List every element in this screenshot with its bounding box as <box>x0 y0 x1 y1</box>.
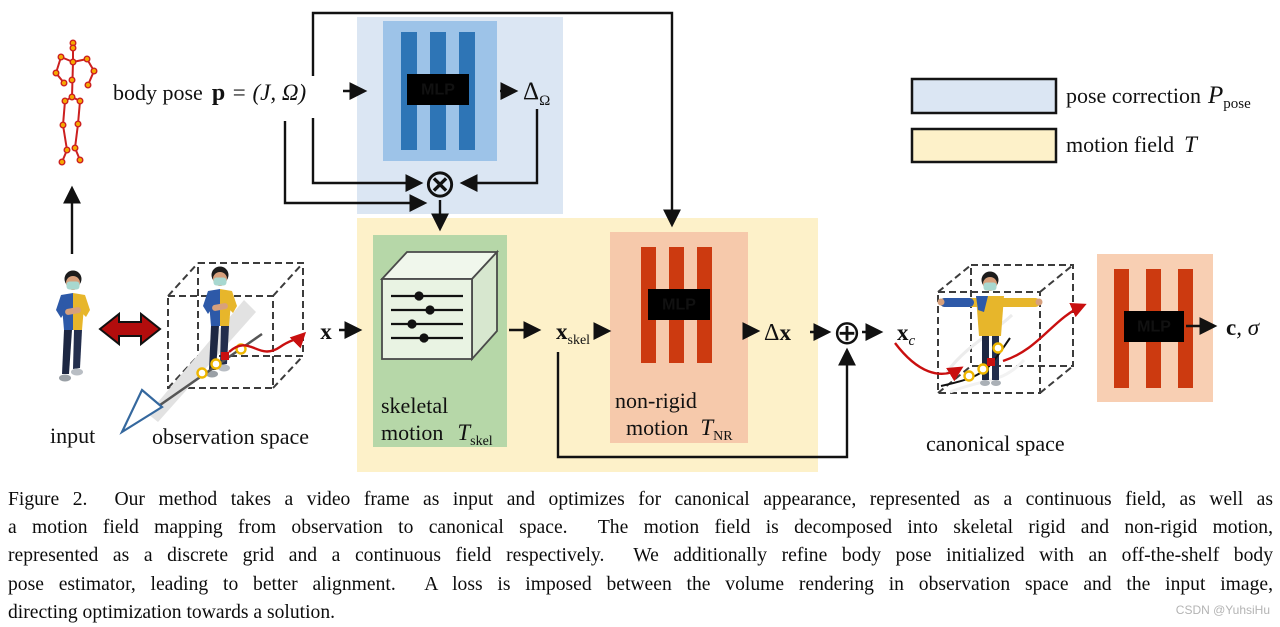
architecture-diagram: MLP MLP MLP pose correction Ppose motion … <box>50 11 1261 472</box>
ghost-curve <box>945 313 1014 373</box>
pose-mlp-block: MLP <box>383 21 497 161</box>
delta-x-label: Δx <box>764 320 791 346</box>
input-person-photo <box>56 270 90 382</box>
observation-space-label: observation space <box>152 424 309 449</box>
nonrigid-motion-label-line1: non-rigid <box>615 388 697 413</box>
canonical-space-cube <box>937 264 1074 394</box>
caption-line: pose estimator, leading to better alignm… <box>8 573 1273 595</box>
mlp-label: MLP <box>421 82 455 99</box>
watermark: CSDN @YuhsiHu <box>1175 603 1270 617</box>
query-point-red <box>221 352 229 360</box>
nonrigid-motion-label-line2: motion TNR <box>626 415 733 444</box>
caption-line: directing optimization towards a solutio… <box>8 601 336 623</box>
x-label: x <box>320 319 332 344</box>
camera-icon <box>119 388 164 435</box>
body-pose-skeleton <box>52 39 98 166</box>
caption-line: Figure 2. Our method takes a video frame… <box>8 489 1273 510</box>
cube-to-mlp-curve <box>1002 302 1087 363</box>
skeletal-grid-icon <box>379 249 500 362</box>
query-point-red <box>987 358 995 366</box>
xskel-skip-arrow <box>556 347 856 459</box>
canonical-space-label: canonical space <box>926 431 1065 456</box>
pose-to-otimes-arrow <box>311 118 424 192</box>
c-sigma-label: c, σ <box>1226 315 1261 340</box>
connector-arrows <box>63 11 1218 459</box>
skeleton-joints <box>52 39 98 166</box>
delta-omega-to-otimes-arrow <box>459 109 539 192</box>
legend-swatch-pose-correction <box>910 77 1058 115</box>
otimes-icon: ⊗ <box>423 161 457 207</box>
legend-motion-field-label: motion field T <box>1066 132 1199 157</box>
canonical-sample-points <box>963 342 1004 382</box>
legend-pose-correction-label: pose correction Ppose <box>1066 82 1251 112</box>
input-observation-double-arrow <box>98 311 162 347</box>
grid-slider-dots <box>407 291 435 343</box>
xc-to-cube-curve <box>894 342 964 382</box>
mlp-bar <box>1114 269 1129 388</box>
mlp-label: MLP <box>1137 319 1171 336</box>
x-skel-label: xskel <box>556 319 590 348</box>
body-pose-label: body pose p = (J, Ω) <box>113 80 306 106</box>
figure-caption: Figure 2. Our method takes a video frame… <box>8 486 1273 627</box>
mlp-label-box <box>648 289 710 320</box>
camera-frustum-band <box>148 300 256 422</box>
sample-to-x-curve <box>228 331 307 353</box>
mlp-bar <box>1178 269 1193 388</box>
nonrigid-mlp-block: MLP <box>641 247 712 363</box>
mlp-label-box <box>1124 311 1184 342</box>
caption-line: represented as a discrete grid and a con… <box>8 545 1273 567</box>
canonical-mlp-block: MLP <box>1114 269 1193 388</box>
ghost-curve <box>949 358 1026 394</box>
delta-omega-label: ΔΩ <box>523 78 550 109</box>
skeletal-motion-label-line1: skeletal <box>381 393 448 418</box>
legend: pose correction Ppose motion field T <box>910 77 1251 164</box>
legend-swatch-motion-field <box>910 127 1058 164</box>
canonical-person-tpose <box>937 271 1043 386</box>
mlp-label-box <box>407 74 469 105</box>
x-c-label: xc <box>897 320 916 349</box>
pose-to-nonrigid-loop-arrow <box>311 11 681 228</box>
oplus-icon: ⊕ <box>833 313 862 353</box>
mlp-label: MLP <box>662 297 696 314</box>
skeletal-motion-label-line2: motion Tskel <box>381 420 493 449</box>
input-label: input <box>50 423 95 448</box>
observation-space-cube <box>167 262 304 389</box>
pose-bypass-arrow <box>283 121 428 212</box>
caption-line: a motion field mapping from observation … <box>8 517 1273 539</box>
